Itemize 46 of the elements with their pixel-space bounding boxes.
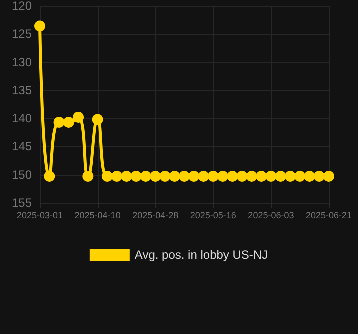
point: [256, 171, 268, 182]
point: [218, 171, 229, 182]
point: [236, 171, 248, 182]
x-tick-label: 2025-03-01: [16, 210, 64, 220]
x-tick-label: 2025-04-28: [132, 210, 179, 220]
point: [121, 171, 132, 182]
point: [208, 171, 219, 182]
y-tick-label: 150: [12, 168, 32, 182]
point: [284, 171, 296, 182]
point: [275, 171, 286, 182]
y-tick-label: 120: [12, 0, 32, 13]
y-tick-label: 140: [12, 112, 32, 126]
point: [54, 117, 65, 128]
point: [169, 171, 180, 182]
point: [314, 171, 325, 182]
x-tick-label: 2025-06-03: [248, 210, 294, 220]
point: [102, 171, 113, 182]
point: [304, 171, 316, 182]
x-tick-label: 2025-06-21: [306, 210, 352, 220]
point: [150, 171, 162, 182]
y-tick-label: 125: [12, 27, 32, 42]
point: [92, 114, 104, 126]
point: [63, 117, 74, 128]
point: [324, 171, 334, 182]
point: [34, 20, 46, 32]
x-tick-label: 2025-04-10: [74, 210, 121, 220]
point: [82, 171, 94, 182]
point: [198, 171, 210, 182]
point: [179, 171, 190, 182]
x-tick-label: 2025-05-16: [190, 210, 236, 220]
point: [73, 112, 84, 123]
point: [294, 171, 306, 182]
point: [246, 171, 258, 182]
point: [160, 171, 171, 182]
point: [112, 171, 123, 182]
point: [140, 171, 152, 182]
point: [266, 171, 277, 182]
point: [227, 171, 238, 182]
point: [188, 171, 200, 182]
y-tick-label: 145: [12, 140, 32, 154]
y-tick-label: 130: [12, 55, 32, 70]
legend-label: Avg. pos. in lobby US-NJ: [134, 248, 268, 262]
y-tick-label: 135: [12, 83, 32, 98]
point: [44, 171, 56, 182]
point: [130, 171, 142, 182]
y-tick-label: 155: [12, 196, 32, 210]
